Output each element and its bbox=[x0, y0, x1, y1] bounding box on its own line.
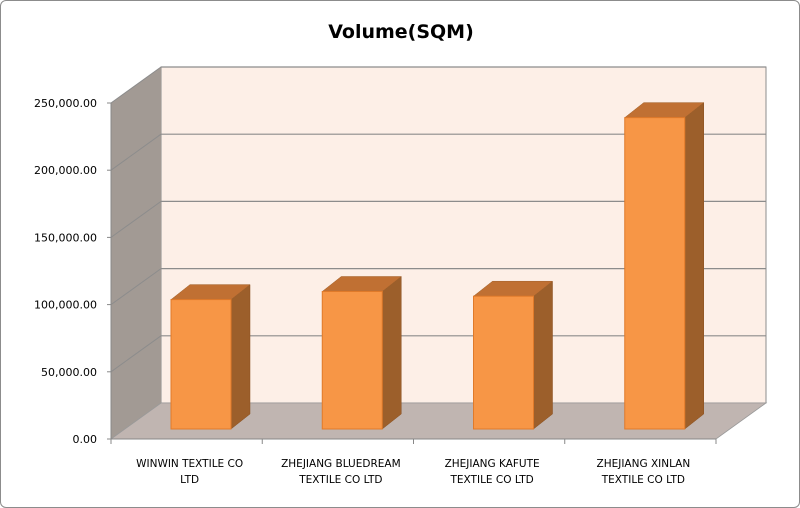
y-tick-label: 0.00 bbox=[73, 433, 98, 446]
bar-side bbox=[684, 102, 704, 430]
bar bbox=[321, 291, 383, 430]
x-category-label: LTD bbox=[180, 474, 199, 486]
x-category-label: TEXTILE CO LTD bbox=[298, 474, 382, 486]
y-tick-label: 250,000.00 bbox=[34, 97, 97, 110]
y-tick-label: 50,000.00 bbox=[41, 366, 97, 379]
y-tick-label: 200,000.00 bbox=[34, 164, 97, 177]
x-category-label: ZHEJIANG XINLAN bbox=[597, 458, 691, 470]
y-tick-label: 150,000.00 bbox=[34, 231, 97, 244]
bar-side bbox=[230, 284, 251, 430]
bar-side bbox=[382, 275, 402, 430]
bar bbox=[170, 299, 232, 430]
side-gridline bbox=[110, 133, 162, 171]
bar bbox=[624, 117, 686, 430]
side-gridline bbox=[110, 200, 162, 238]
bar bbox=[473, 295, 534, 430]
x-category-label: ZHEJIANG BLUEDREAM bbox=[281, 458, 401, 470]
side-gridline bbox=[110, 66, 162, 104]
x-category-label: WINWIN TEXTILE CO bbox=[136, 458, 243, 470]
bar-side bbox=[533, 280, 553, 430]
x-category-label: TEXTILE CO LTD bbox=[601, 474, 685, 486]
x-category-label: TEXTILE CO LTD bbox=[450, 474, 534, 486]
side-gridline bbox=[110, 335, 162, 373]
chart-title: Volume(SQM) bbox=[328, 21, 474, 43]
side-gridline bbox=[110, 268, 162, 306]
x-category-label: ZHEJIANG KAFUTE bbox=[445, 458, 540, 470]
y-tick-label: 100,000.00 bbox=[34, 299, 97, 312]
side-wall bbox=[111, 67, 161, 439]
